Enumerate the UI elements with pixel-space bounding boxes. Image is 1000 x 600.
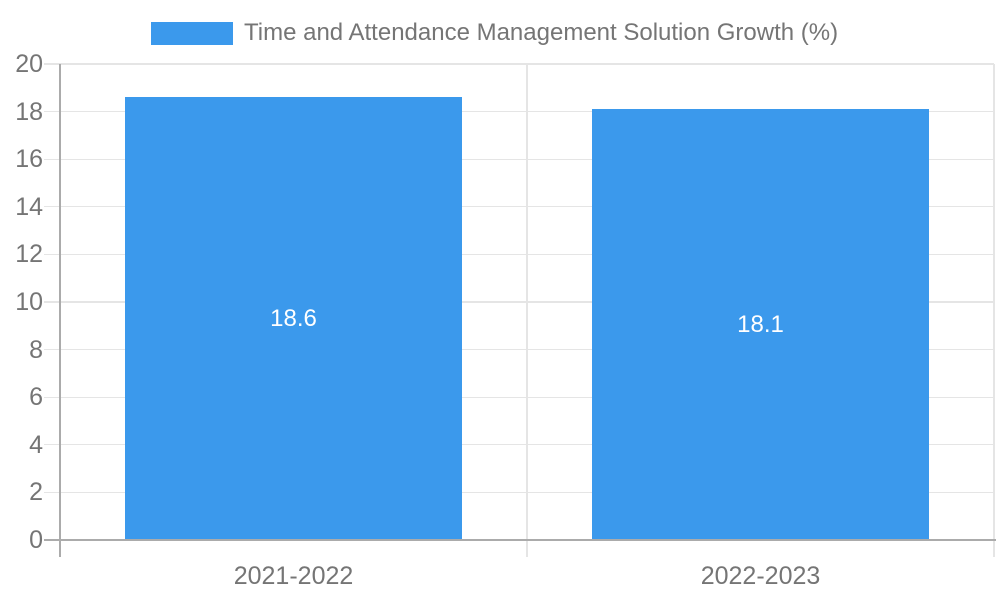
bar-value-label: 18.1	[737, 310, 784, 338]
y-tick-label: 14	[15, 192, 43, 221]
x-tick-label: 2022-2023	[700, 562, 821, 590]
y-tick-label: 2	[29, 478, 43, 507]
y-axis-line	[59, 64, 61, 557]
y-gridline	[44, 63, 994, 65]
y-gridline	[44, 158, 994, 160]
y-tick-label: 18	[15, 97, 43, 126]
legend-swatch	[151, 21, 233, 45]
y-tick-label: 12	[15, 240, 43, 269]
y-gridline	[44, 301, 994, 303]
category-boundary-line	[526, 64, 528, 557]
legend-label: Time and Attendance Management Solution …	[244, 19, 839, 46]
legend-item[interactable]: Time and Attendance Management Solution …	[151, 18, 838, 48]
y-gridline	[44, 348, 994, 351]
y-gridline	[44, 110, 994, 113]
y-tick-label: 0	[29, 526, 43, 554]
y-tick-label: 20	[15, 50, 43, 78]
y-tick-label: 4	[29, 430, 43, 459]
y-tick-label: 10	[15, 288, 43, 316]
y-gridline	[44, 206, 994, 208]
y-gridline	[44, 253, 994, 256]
bar-value-label: 18.6	[270, 304, 317, 332]
y-gridline	[44, 396, 994, 398]
bar-2021-2022	[125, 97, 462, 539]
y-tick-label: 6	[29, 383, 43, 412]
bar-2022-2023	[592, 109, 929, 539]
y-tick-label: 8	[29, 335, 43, 364]
x-axis-line	[44, 538, 996, 541]
y-tick-label: 16	[15, 145, 43, 174]
y-gridline	[44, 491, 994, 494]
x-tick-label: 2021-2022	[233, 562, 354, 590]
y-gridline	[44, 444, 994, 446]
category-boundary-line	[993, 64, 995, 557]
